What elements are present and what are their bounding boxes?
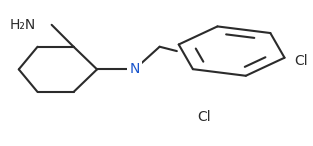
Text: N: N [129, 62, 140, 76]
Text: Cl: Cl [197, 110, 211, 124]
Text: H₂N: H₂N [9, 18, 36, 32]
Text: Cl: Cl [294, 54, 308, 68]
